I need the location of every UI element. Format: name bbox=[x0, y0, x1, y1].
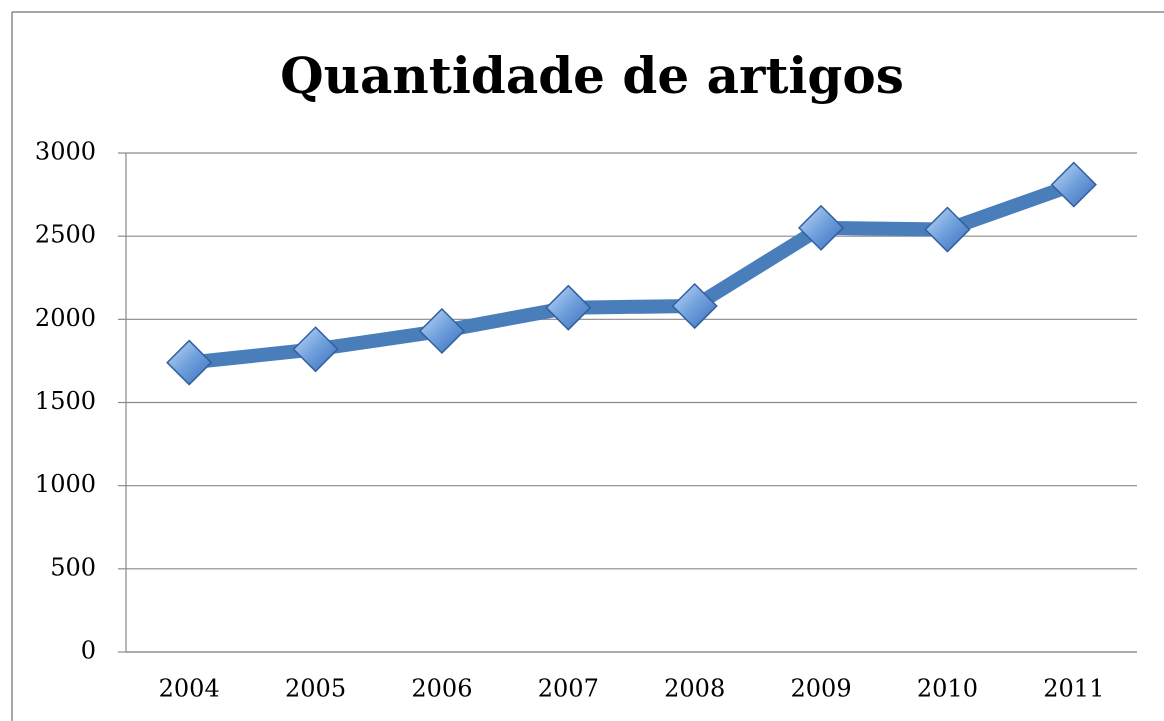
marker bbox=[418, 307, 465, 355]
x-tick-label: 2008 bbox=[664, 675, 725, 703]
x-tick-label: 2010 bbox=[917, 675, 978, 703]
y-tick-label: 1500 bbox=[35, 387, 96, 415]
marker bbox=[798, 204, 845, 251]
y-tick-label: 0 bbox=[81, 637, 96, 665]
y-tick-label: 1000 bbox=[35, 470, 96, 498]
y-tick-label: 2500 bbox=[35, 221, 96, 249]
marker bbox=[671, 282, 718, 330]
x-tick-label: 2006 bbox=[411, 675, 472, 703]
x-tick-label: 2007 bbox=[538, 675, 599, 703]
y-tick-label: 3000 bbox=[35, 138, 96, 166]
marker bbox=[1050, 161, 1097, 208]
x-tick-label: 2009 bbox=[791, 675, 852, 703]
x-tick-label: 2004 bbox=[159, 675, 220, 703]
y-tick-label: 500 bbox=[50, 553, 96, 581]
marker bbox=[166, 339, 213, 386]
marker bbox=[924, 206, 971, 253]
chart-title: Quantidade de artigos bbox=[280, 46, 904, 105]
marker bbox=[292, 326, 339, 373]
x-tick-label: 2005 bbox=[285, 675, 346, 703]
y-tick-label: 2000 bbox=[35, 304, 96, 332]
x-tick-label: 2011 bbox=[1043, 675, 1104, 703]
marker bbox=[545, 284, 592, 331]
